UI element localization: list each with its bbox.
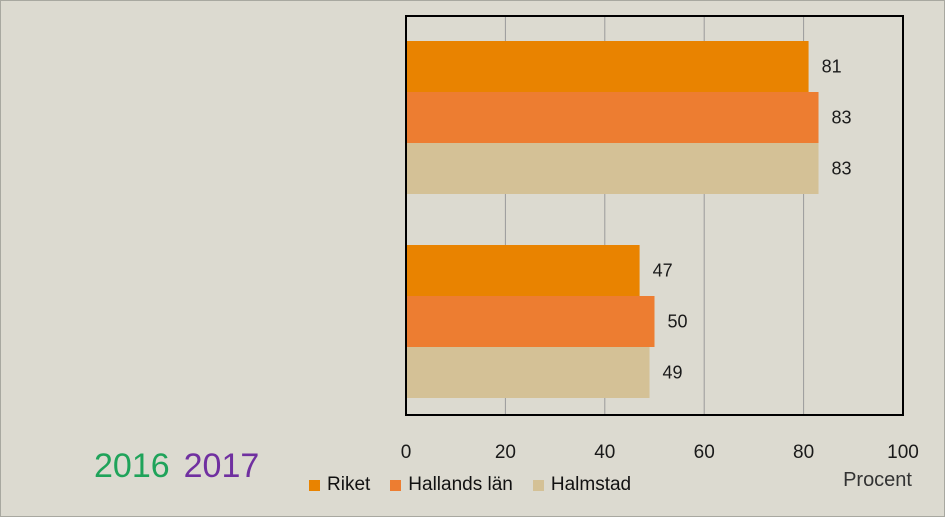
plot-area [405, 15, 904, 416]
x-tick-label: 100 [887, 442, 919, 463]
legend: Riket Hallands län Halmstad [309, 473, 651, 497]
year-2016-label: 2016 [94, 447, 170, 485]
year-labels: 2016 2017 [94, 446, 273, 486]
x-tick-label: 60 [694, 442, 715, 463]
data-label: 49 [663, 363, 683, 383]
legend-label: Halmstad [550, 474, 632, 495]
bar [406, 143, 819, 194]
bar [406, 92, 819, 143]
legend-swatch [309, 479, 320, 491]
x-tick-label: 80 [793, 442, 814, 463]
legend-swatch [390, 479, 402, 491]
x-tick-label: 20 [495, 442, 516, 463]
legend-swatch [532, 479, 544, 491]
legend-item-hallands-lan: Hallands län [390, 474, 513, 496]
data-label: 50 [668, 312, 688, 332]
data-label: 81 [822, 57, 842, 77]
bar [406, 296, 655, 347]
legend-label: Riket [327, 474, 371, 495]
x-tick-labels: 0 20 40 60 80 100 [401, 442, 919, 463]
x-axis-label: Procent [843, 469, 912, 491]
year-2017-label: 2017 [183, 447, 260, 485]
legend-label: Hallands län [408, 474, 513, 495]
bars [406, 41, 819, 398]
legend-item-halmstad: Halmstad [532, 474, 632, 496]
x-tick-label: 0 [401, 442, 412, 463]
data-label: 83 [832, 159, 852, 179]
bar [406, 347, 650, 398]
legend-item-riket: Riket [309, 474, 370, 496]
data-labels: 81 47 83 50 83 49 [653, 57, 852, 383]
data-label: 83 [832, 108, 852, 128]
bar [406, 245, 640, 296]
data-label: 47 [653, 261, 673, 281]
x-tick-label: 40 [594, 442, 615, 463]
bar [406, 41, 809, 92]
